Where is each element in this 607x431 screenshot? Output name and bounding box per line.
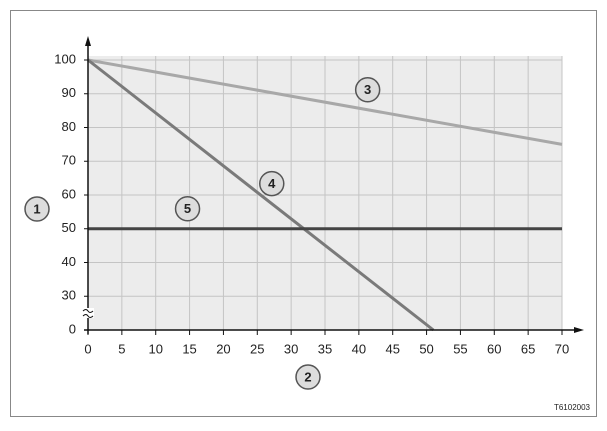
axis-break bbox=[82, 308, 94, 318]
x-tick-label: 70 bbox=[555, 341, 569, 356]
y-tick-label: 50 bbox=[62, 220, 76, 235]
x-tick-label: 50 bbox=[419, 341, 433, 356]
badge-circle bbox=[174, 196, 201, 222]
y-tick-label: 30 bbox=[62, 288, 76, 303]
x-tick-label: 25 bbox=[250, 341, 264, 356]
x-tick-label: 0 bbox=[84, 341, 91, 356]
x-tick-label: 20 bbox=[216, 341, 230, 356]
series-label: 3 bbox=[364, 82, 371, 97]
x-tick-label: 10 bbox=[148, 341, 162, 356]
x-tick-label: 40 bbox=[352, 341, 366, 356]
x-tick-label: 55 bbox=[453, 341, 467, 356]
x-tick-label: 35 bbox=[318, 341, 332, 356]
figure-code: T6102003 bbox=[554, 403, 591, 412]
series-line bbox=[87, 58, 563, 146]
y-tick-label: 100 bbox=[54, 51, 76, 66]
x-tick-label: 65 bbox=[521, 341, 535, 356]
x-axis-badge: 2 bbox=[295, 364, 321, 390]
series-badge: 5 bbox=[174, 196, 201, 222]
y-axis-badge: 1 bbox=[24, 196, 50, 222]
y-axis-label: 1 bbox=[33, 201, 40, 216]
y-tick-label: 90 bbox=[62, 85, 76, 100]
x-tick-label: 30 bbox=[284, 341, 298, 356]
x-tick-label: 45 bbox=[385, 341, 399, 356]
x-axis-label: 2 bbox=[304, 369, 311, 384]
series-label: 4 bbox=[268, 176, 276, 191]
y-arrow bbox=[85, 36, 91, 46]
badge-circle bbox=[354, 77, 381, 103]
x-tick-label: 60 bbox=[487, 341, 501, 356]
series-label: 5 bbox=[184, 201, 191, 216]
series-badge: 4 bbox=[259, 170, 285, 197]
x-tick-label: 5 bbox=[118, 341, 125, 356]
x-arrow bbox=[574, 327, 584, 333]
x-tick-label: 15 bbox=[182, 341, 196, 356]
series-badge: 3 bbox=[354, 77, 381, 103]
badge-circle bbox=[259, 170, 285, 197]
y-tick-label: 60 bbox=[62, 186, 76, 201]
y-tick-label: 80 bbox=[62, 119, 76, 134]
y-tick-label: 40 bbox=[62, 254, 76, 269]
series-line bbox=[87, 58, 435, 332]
y-tick-label: 70 bbox=[62, 153, 76, 168]
y-tick-label: 0 bbox=[69, 321, 76, 336]
